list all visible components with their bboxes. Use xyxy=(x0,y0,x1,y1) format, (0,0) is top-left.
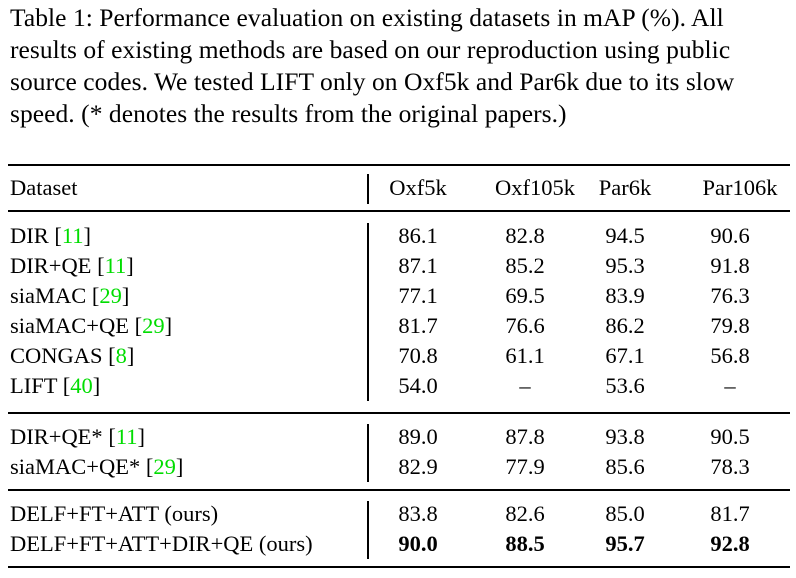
method-name: DIR+QE* [11] xyxy=(10,424,145,449)
header-dataset: Dataset xyxy=(10,175,78,200)
group-divider xyxy=(367,501,369,559)
method-name: DELF+FT+ATT+DIR+QE (ours) xyxy=(10,529,313,559)
map-value: 95.3 xyxy=(605,253,645,278)
group-rule xyxy=(8,412,790,414)
map-value: 67.1 xyxy=(605,343,645,368)
header-par6k: Par6k xyxy=(598,175,652,200)
map-value: 77.1 xyxy=(398,283,438,308)
method-name: CONGAS [8] xyxy=(10,343,135,368)
table-row: DELF+FT+ATT+DIR+QE (ours) 90.0 88.5 95.7 92.… xyxy=(0,529,796,559)
citation-link[interactable]: 11 xyxy=(61,223,84,248)
map-value: 89.0 xyxy=(398,424,438,449)
map-value: 77.9 xyxy=(505,454,545,479)
table-row: siaMAC+QE* [29] 82.9 77.9 85.6 78.3 xyxy=(0,452,796,482)
map-value: 82.9 xyxy=(398,454,438,479)
table-row: DIR+QE [11] 87.1 85.2 95.3 91.8 xyxy=(0,251,796,281)
map-value: – xyxy=(724,373,736,398)
method-label: DIR+QE* xyxy=(10,424,103,449)
citation-link[interactable]: 29 xyxy=(99,283,122,308)
method-label: CONGAS xyxy=(10,343,103,368)
header-oxf5k: Oxf5k xyxy=(389,175,447,200)
top-rule xyxy=(8,164,790,166)
map-value: 87.1 xyxy=(398,253,438,278)
method-label: DIR xyxy=(10,223,49,248)
citation-link[interactable]: 11 xyxy=(115,424,138,449)
header-rule xyxy=(8,210,790,212)
citation-link[interactable]: 29 xyxy=(142,313,165,338)
map-value: 95.7 xyxy=(605,531,645,556)
map-value: 91.8 xyxy=(710,253,750,278)
method-label: LIFT xyxy=(10,373,58,398)
citation-link[interactable]: 29 xyxy=(153,454,176,479)
map-value: 69.5 xyxy=(505,283,545,308)
map-value: 90.6 xyxy=(710,223,750,248)
header-oxf105k: Oxf105k xyxy=(495,175,575,200)
method-name: DIR [11] xyxy=(10,223,92,248)
table-row: LIFT [40] 54.0 – 53.6 – xyxy=(0,371,796,401)
map-value: 90.5 xyxy=(710,424,750,449)
map-value: 82.6 xyxy=(505,501,545,526)
citation-link[interactable]: 8 xyxy=(115,343,127,368)
map-value: – xyxy=(519,373,531,398)
map-value: 87.8 xyxy=(505,424,545,449)
method-name: siaMAC [29] xyxy=(10,283,130,308)
map-value: 83.9 xyxy=(605,283,645,308)
table-row: DIR+QE* [11] 89.0 87.8 93.8 90.5 xyxy=(0,422,796,452)
map-value: 54.0 xyxy=(398,373,438,398)
bottom-rule xyxy=(8,566,790,568)
map-value: 86.2 xyxy=(605,313,645,338)
group-divider xyxy=(367,424,369,482)
map-value: 85.6 xyxy=(605,454,645,479)
map-value: 70.8 xyxy=(398,343,438,368)
map-value: 86.1 xyxy=(398,223,438,248)
map-value: 83.8 xyxy=(398,501,438,526)
method-label: DELF+FT+ATT (ours) xyxy=(10,501,219,526)
table-row: DELF+FT+ATT (ours) 83.8 82.6 85.0 81.7 xyxy=(0,499,796,529)
map-value: 88.5 xyxy=(505,531,545,556)
map-value: 93.8 xyxy=(605,424,645,449)
map-value: 85.2 xyxy=(505,253,545,278)
map-value: 53.6 xyxy=(605,373,645,398)
method-label: siaMAC+QE xyxy=(10,313,129,338)
method-name: siaMAC+QE* [29] xyxy=(10,454,184,479)
table-row: DIR [11] 86.1 82.8 94.5 90.6 xyxy=(0,221,796,251)
map-value: 56.8 xyxy=(710,343,750,368)
citation-link[interactable]: 40 xyxy=(70,373,93,398)
table-row: siaMAC [29] 77.1 69.5 83.9 76.3 xyxy=(0,281,796,311)
map-value: 82.8 xyxy=(505,223,545,248)
method-label: siaMAC xyxy=(10,283,87,308)
method-name: LIFT [40] xyxy=(10,373,101,398)
method-name: siaMAC+QE [29] xyxy=(10,313,173,338)
map-value: 78.3 xyxy=(710,454,750,479)
header-row: Dataset Oxf5k Oxf105k Par6k Par106k xyxy=(0,173,796,203)
header-par106k: Par106k xyxy=(702,175,778,200)
citation-link[interactable]: 11 xyxy=(104,253,127,278)
table-row: siaMAC+QE [29] 81.7 76.6 86.2 79.8 xyxy=(0,311,796,341)
method-label: siaMAC+QE* xyxy=(10,454,141,479)
map-value: 76.3 xyxy=(710,283,750,308)
map-value: 61.1 xyxy=(505,343,545,368)
table-row: CONGAS [8] 70.8 61.1 67.1 56.8 xyxy=(0,341,796,371)
method-name: DIR+QE [11] xyxy=(10,253,134,278)
map-value: 85.0 xyxy=(605,501,645,526)
map-value: 76.6 xyxy=(505,313,545,338)
map-value: 79.8 xyxy=(710,313,750,338)
header-divider xyxy=(367,174,369,204)
map-value: 81.7 xyxy=(710,501,750,526)
map-value: 81.7 xyxy=(398,313,438,338)
method-label: DELF+FT+ATT+DIR+QE (ours) xyxy=(10,531,313,556)
group-divider xyxy=(367,223,369,401)
method-name: DELF+FT+ATT (ours) xyxy=(10,499,218,529)
group-rule xyxy=(8,489,790,491)
map-value: 90.0 xyxy=(398,531,438,556)
method-label: DIR+QE xyxy=(10,253,92,278)
map-value: 94.5 xyxy=(605,223,645,248)
table-caption: Table 1: Performance evaluation on exist… xyxy=(10,3,735,128)
map-value: 92.8 xyxy=(710,531,750,556)
